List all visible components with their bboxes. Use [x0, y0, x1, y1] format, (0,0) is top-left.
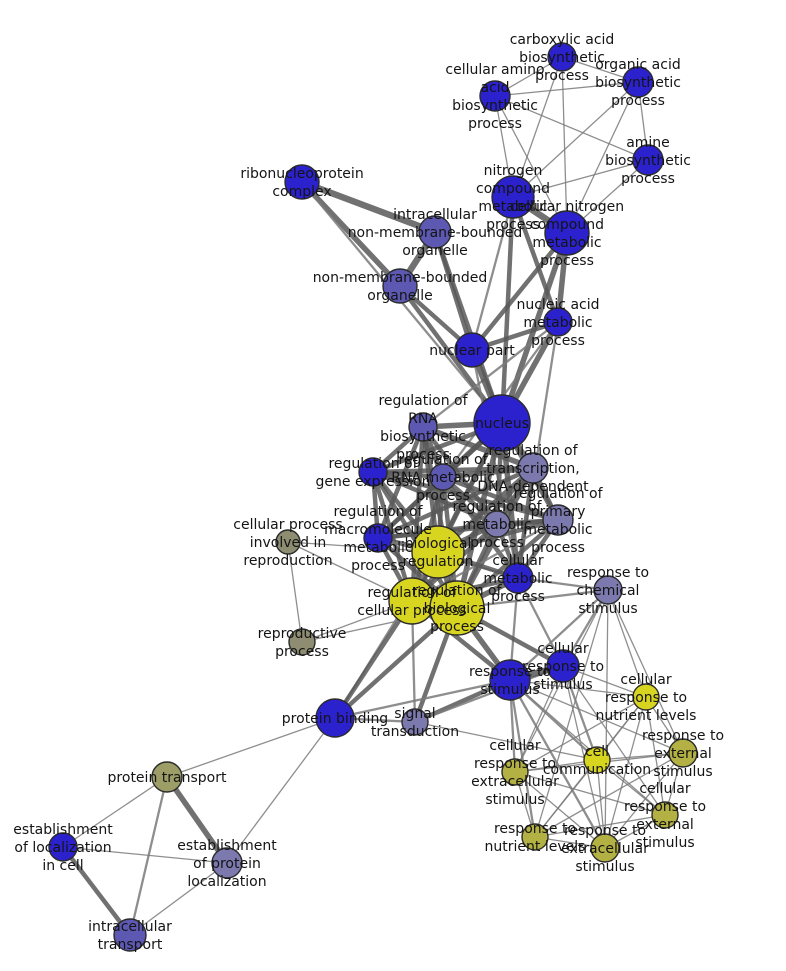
edge-n29-n33 — [509, 679, 684, 754]
edge-n01-n06 — [561, 56, 568, 234]
node-n38[interactable] — [151, 761, 183, 793]
label-layer: carboxylic acid biosynthetic processorgani… — [13, 32, 724, 953]
edge-n29-n35 — [509, 679, 666, 816]
edge-n19-n22 — [410, 518, 560, 603]
node-n40[interactable] — [211, 847, 243, 879]
node-n14[interactable] — [517, 452, 549, 484]
node-n03[interactable] — [479, 80, 511, 112]
node-n15[interactable] — [429, 463, 457, 491]
edge-n03-n04 — [494, 95, 649, 161]
node-n09[interactable] — [382, 268, 418, 304]
node-n20[interactable] — [411, 525, 465, 579]
edge-n05-n11 — [470, 195, 515, 352]
node-n02[interactable] — [622, 66, 654, 98]
edge-n34-n35 — [514, 771, 666, 816]
edge-n28-n32 — [414, 721, 598, 761]
node-n21[interactable] — [502, 562, 534, 594]
node-n23[interactable] — [429, 580, 485, 636]
edge-n35-n36 — [534, 814, 666, 838]
node-n08[interactable] — [418, 215, 452, 249]
node-n30[interactable] — [546, 649, 580, 683]
edge-n27-n38 — [166, 717, 336, 778]
node-n41[interactable] — [113, 918, 147, 952]
node-n28[interactable] — [401, 708, 429, 736]
node-n25[interactable] — [275, 529, 301, 555]
edge-n07-n09 — [299, 179, 403, 289]
node-n34[interactable] — [501, 758, 529, 786]
edge-n11-n21 — [470, 348, 520, 580]
edge-n29-n37 — [508, 678, 607, 850]
edge-n02-n05 — [512, 81, 639, 198]
edge-n16-n19 — [370, 469, 561, 523]
edge-n38-n40 — [164, 774, 230, 866]
edge-n02-n03 — [494, 81, 639, 97]
edge-n31-n37 — [604, 696, 647, 849]
edge-n16-n18 — [370, 469, 500, 527]
node-n27[interactable] — [315, 698, 355, 738]
edge-n31-n34 — [514, 696, 647, 773]
edge-n10-n13 — [421, 320, 560, 429]
edge-n32-n36 — [534, 759, 598, 838]
edge-n01-n05 — [512, 56, 563, 198]
node-n06[interactable] — [544, 210, 590, 256]
node-n37[interactable] — [590, 833, 620, 863]
edge-n33-n37 — [604, 752, 684, 849]
edge-n32-n35 — [596, 759, 666, 816]
node-layer — [48, 42, 698, 952]
edge-n24-n29 — [508, 588, 610, 682]
node-n22[interactable] — [388, 577, 436, 625]
edge-n32-n37 — [596, 759, 606, 849]
edge-n34-n37 — [514, 771, 606, 849]
node-n36[interactable] — [521, 823, 549, 851]
node-n18[interactable] — [483, 510, 511, 538]
node-n12[interactable] — [473, 394, 531, 452]
edge-n05-n12 — [499, 194, 516, 426]
node-n24[interactable] — [593, 575, 623, 605]
node-n10[interactable] — [543, 307, 573, 337]
node-n35[interactable] — [651, 801, 679, 829]
node-n26[interactable] — [288, 628, 316, 656]
edge-n38-n41 — [128, 775, 169, 937]
edge-n24-n36 — [534, 589, 609, 838]
node-n05[interactable] — [491, 175, 535, 219]
edge-n29-n36 — [508, 678, 537, 839]
node-n16[interactable] — [358, 457, 388, 487]
edge-n33-n36 — [534, 752, 684, 838]
node-n17[interactable] — [363, 523, 393, 553]
node-n33[interactable] — [668, 738, 698, 768]
edge-n05-n10 — [510, 194, 561, 325]
node-n32[interactable] — [583, 746, 611, 774]
node-n13[interactable] — [408, 412, 438, 442]
node-n29[interactable] — [489, 659, 531, 701]
edge-n04-n05 — [512, 159, 649, 198]
edge-n13-n14 — [420, 424, 536, 471]
edge-n24-n33 — [607, 589, 684, 754]
edge-n07-n08 — [298, 178, 439, 236]
edge-n30-n35 — [562, 665, 666, 816]
edge-layer — [60, 56, 684, 938]
edge-n24-n31 — [607, 589, 647, 698]
node-n07[interactable] — [284, 164, 320, 200]
node-n04[interactable] — [632, 144, 664, 176]
edge-n27-n29 — [333, 678, 512, 720]
edge-n40-n41 — [129, 862, 228, 936]
node-n39[interactable] — [48, 832, 78, 862]
node-n01[interactable] — [547, 42, 577, 72]
edge-n38-n39 — [62, 776, 168, 848]
edge-n30-n34 — [514, 665, 564, 773]
node-n31[interactable] — [632, 683, 660, 711]
edge-n02-n06 — [566, 81, 639, 234]
edge-n14-n17 — [375, 465, 536, 541]
edge-n25-n26 — [287, 541, 303, 643]
edge-n06-n11 — [469, 230, 570, 353]
edge-n27-n40 — [226, 717, 336, 864]
edge-n03-n06 — [494, 95, 568, 234]
edge-n39-n40 — [62, 846, 228, 864]
node-n11[interactable] — [454, 332, 490, 368]
edge-n39-n41 — [60, 844, 133, 938]
node-n19[interactable] — [542, 504, 574, 536]
